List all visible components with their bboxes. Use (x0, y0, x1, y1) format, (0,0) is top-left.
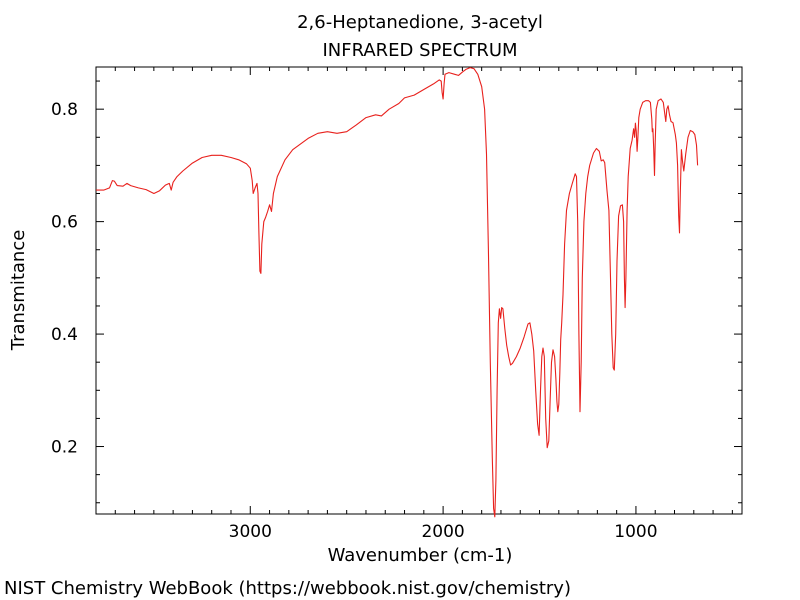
x-tick-label: 2000 (421, 522, 464, 542)
chart-subtitle: INFRARED SPECTRUM (322, 40, 517, 61)
y-tick-label: 0.8 (51, 100, 78, 120)
chart-title: 2,6-Heptanedione, 3-acetyl (297, 12, 543, 33)
x-axis: 3000 2000 1000 (95, 67, 733, 542)
source-credit: NIST Chemistry WebBook (https://webbook.… (4, 578, 571, 599)
x-tick-label: 3000 (229, 522, 272, 542)
x-tick-label: 1000 (614, 522, 657, 542)
spectrum-line (96, 67, 699, 518)
y-tick-label: 0.2 (51, 438, 78, 458)
y-axis: 0.2 0.4 0.6 0.8 (51, 80, 742, 504)
y-axis-label: Transmitance (8, 230, 29, 352)
plot-area (96, 67, 699, 518)
plot-frame (95, 66, 743, 515)
y-tick-label: 0.4 (51, 325, 78, 345)
x-axis-label: Wavenumber (cm-1) (328, 545, 513, 566)
y-tick-label: 0.6 (51, 213, 78, 233)
